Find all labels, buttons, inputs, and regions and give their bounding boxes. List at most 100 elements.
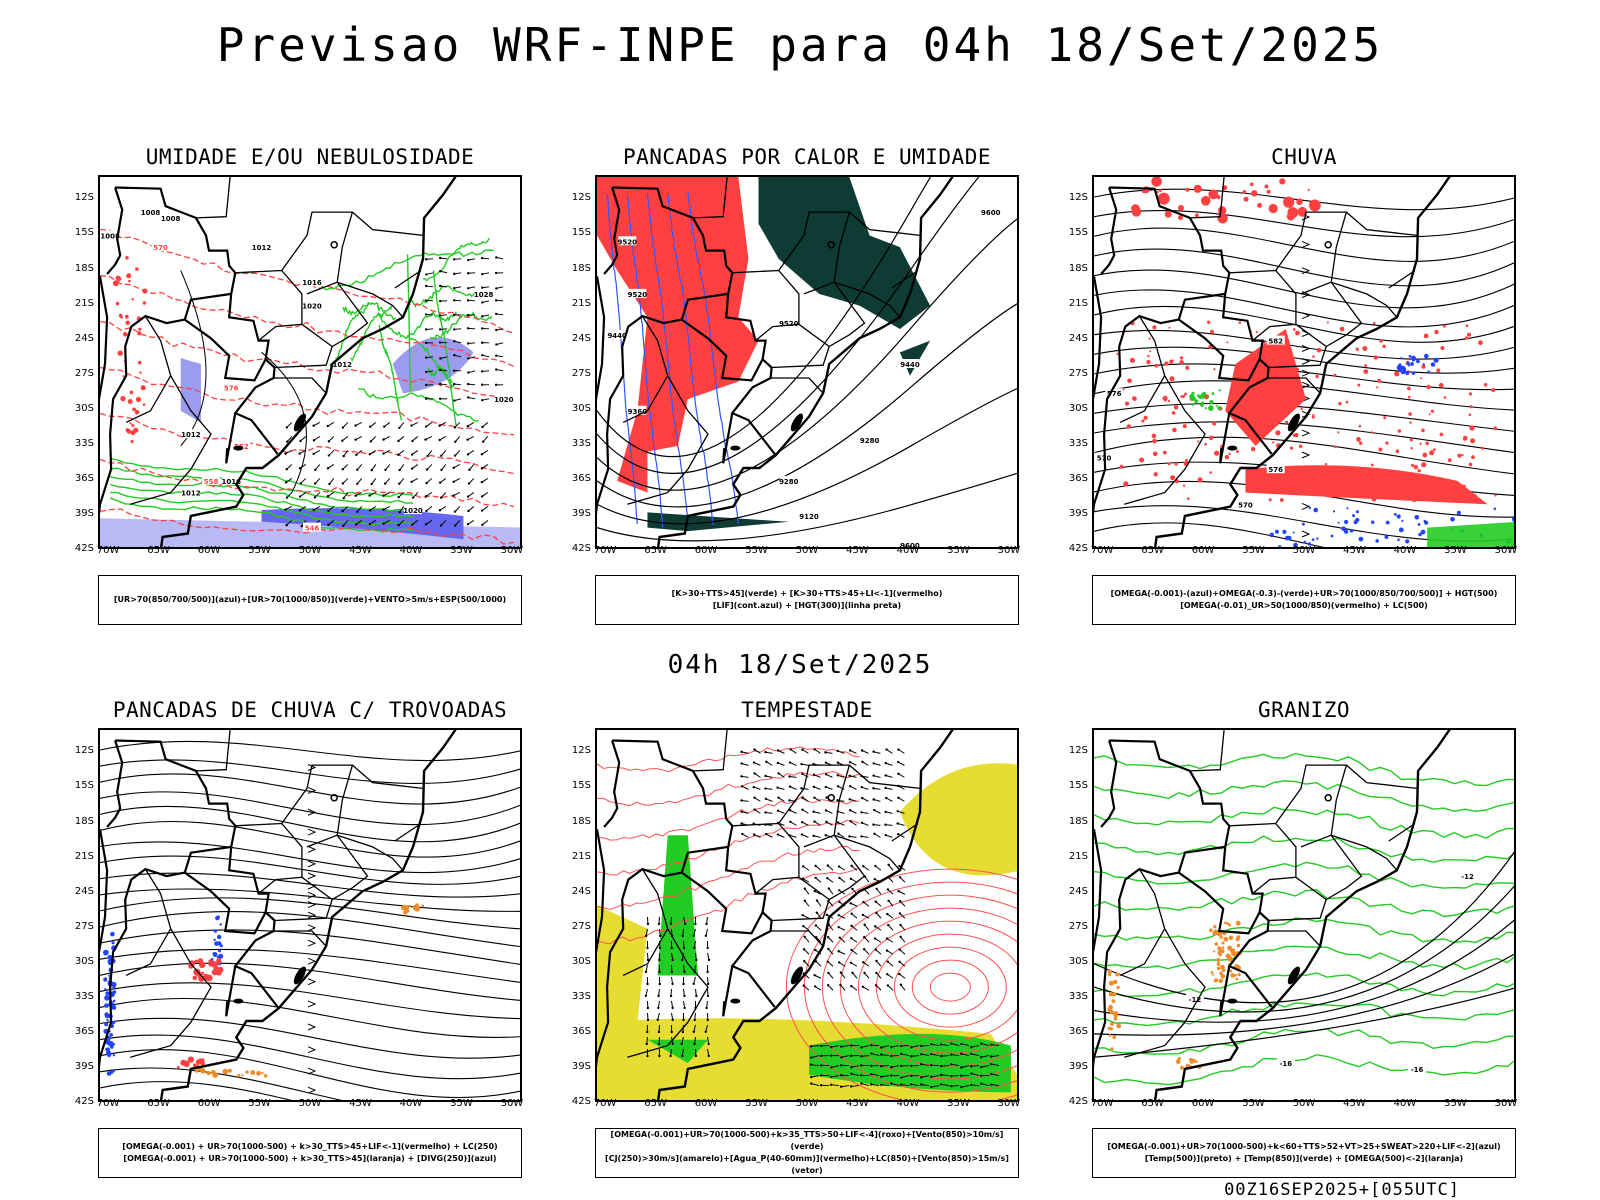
state-border — [336, 281, 404, 318]
lagoon — [1287, 966, 1300, 985]
wind-vector-head — [646, 946, 649, 950]
wind-vector-head — [848, 774, 851, 777]
lat-tick-label: 39S — [74, 1060, 94, 1072]
wind-vector-head — [453, 524, 457, 527]
wind-vector-head — [919, 1044, 923, 1048]
field-cell — [129, 422, 132, 425]
field-cell — [1193, 184, 1202, 193]
lat-tick-label: 39S — [74, 507, 94, 519]
field-cell — [1349, 528, 1354, 533]
lat-tick-label: 15S — [74, 780, 94, 792]
state-border — [1330, 834, 1398, 871]
field-cell — [1405, 371, 1410, 376]
wind-vector-head — [424, 425, 428, 428]
wind-vector-head — [480, 480, 484, 484]
state-border — [1275, 764, 1348, 848]
wind-vector — [901, 1084, 910, 1087]
field-cell — [1191, 1058, 1196, 1063]
wind-vector-head — [939, 1054, 943, 1058]
streamline — [803, 881, 1017, 1093]
wind-vector-head — [949, 1063, 953, 1066]
field-cell — [1442, 324, 1446, 328]
contour-line — [320, 249, 494, 291]
wind-vector-head — [800, 762, 803, 766]
field-cell — [1278, 477, 1283, 482]
wind-vector-head — [341, 509, 344, 513]
field-cell — [1107, 973, 1112, 977]
wind-vector — [981, 1065, 990, 1068]
contour-line — [378, 324, 403, 421]
field-cell — [1194, 213, 1199, 218]
field-cell — [212, 952, 218, 957]
field-cell — [1358, 424, 1362, 428]
humid-area — [180, 358, 201, 423]
field-cell — [1217, 406, 1221, 410]
moist-area — [899, 340, 931, 376]
wind-vector-head — [939, 1073, 943, 1077]
wind-vector-head — [397, 439, 400, 443]
field-cell — [103, 977, 108, 982]
field-cell — [1148, 337, 1151, 340]
streamline-arrow — [307, 957, 317, 965]
lon-tick-label: 40W — [896, 545, 920, 556]
wind-vector-head — [884, 823, 887, 826]
contour-line — [342, 302, 397, 321]
field-cell — [1228, 935, 1234, 941]
wind-vector-head — [826, 935, 830, 939]
country-border — [106, 187, 124, 275]
lon-tick-label: 40W — [399, 1098, 423, 1109]
field-cell — [408, 904, 412, 908]
contour-line — [687, 191, 739, 524]
wind-vector-head — [949, 1074, 953, 1078]
field-cell — [1406, 362, 1410, 366]
field-cell — [1423, 519, 1427, 523]
field-cell — [1223, 936, 1229, 942]
field-cell — [1469, 425, 1475, 431]
wind-vector-head — [439, 270, 442, 273]
contour-line — [110, 467, 413, 504]
field-cell — [214, 941, 219, 946]
wind-vector-head — [848, 835, 851, 838]
country-border — [603, 187, 621, 275]
field-cell — [1149, 350, 1152, 353]
field-cell — [1307, 188, 1310, 191]
field-cell — [1207, 395, 1210, 399]
state-border — [1388, 822, 1416, 842]
wind-vector — [901, 1053, 910, 1057]
field-cell — [1440, 346, 1445, 350]
contour-line — [1094, 752, 1514, 787]
wind-vector-head — [467, 396, 470, 399]
wind-vector-head — [368, 494, 371, 497]
height-contour — [597, 177, 980, 474]
lon-tick-label: 55W — [248, 545, 271, 556]
wind-vector-head — [658, 958, 661, 962]
state-border — [692, 177, 728, 219]
state-border — [195, 730, 231, 772]
wind-vector-head — [803, 935, 806, 938]
wind-vector-head — [397, 495, 400, 499]
wind-vector-head — [645, 1042, 648, 1046]
wind-vector-head — [802, 948, 806, 951]
wind-vector-head — [285, 523, 288, 527]
moist-area — [647, 512, 789, 532]
field-cell — [1324, 463, 1328, 466]
federal-district — [330, 241, 338, 249]
height-contour — [597, 218, 1017, 491]
wind-vector-head — [424, 299, 428, 302]
wind-vector-head — [848, 761, 852, 764]
wind-vector-head — [452, 328, 456, 331]
wind-vector-head — [382, 494, 385, 497]
field-cell — [1362, 346, 1368, 351]
lat-tick-label: 21S — [1068, 850, 1088, 862]
field-cell — [1469, 405, 1473, 409]
wind-vector-head — [870, 1052, 873, 1055]
state-border — [848, 211, 921, 237]
wind-vector — [961, 1065, 970, 1068]
wind-vector-head — [886, 912, 889, 916]
wind-vector-head — [644, 994, 648, 998]
wind-vector-head — [354, 494, 357, 497]
wind-vector-head — [980, 1055, 983, 1059]
field-cell — [1353, 520, 1358, 525]
wind-vector-head — [929, 1075, 933, 1079]
wind-vector-head — [693, 946, 696, 950]
